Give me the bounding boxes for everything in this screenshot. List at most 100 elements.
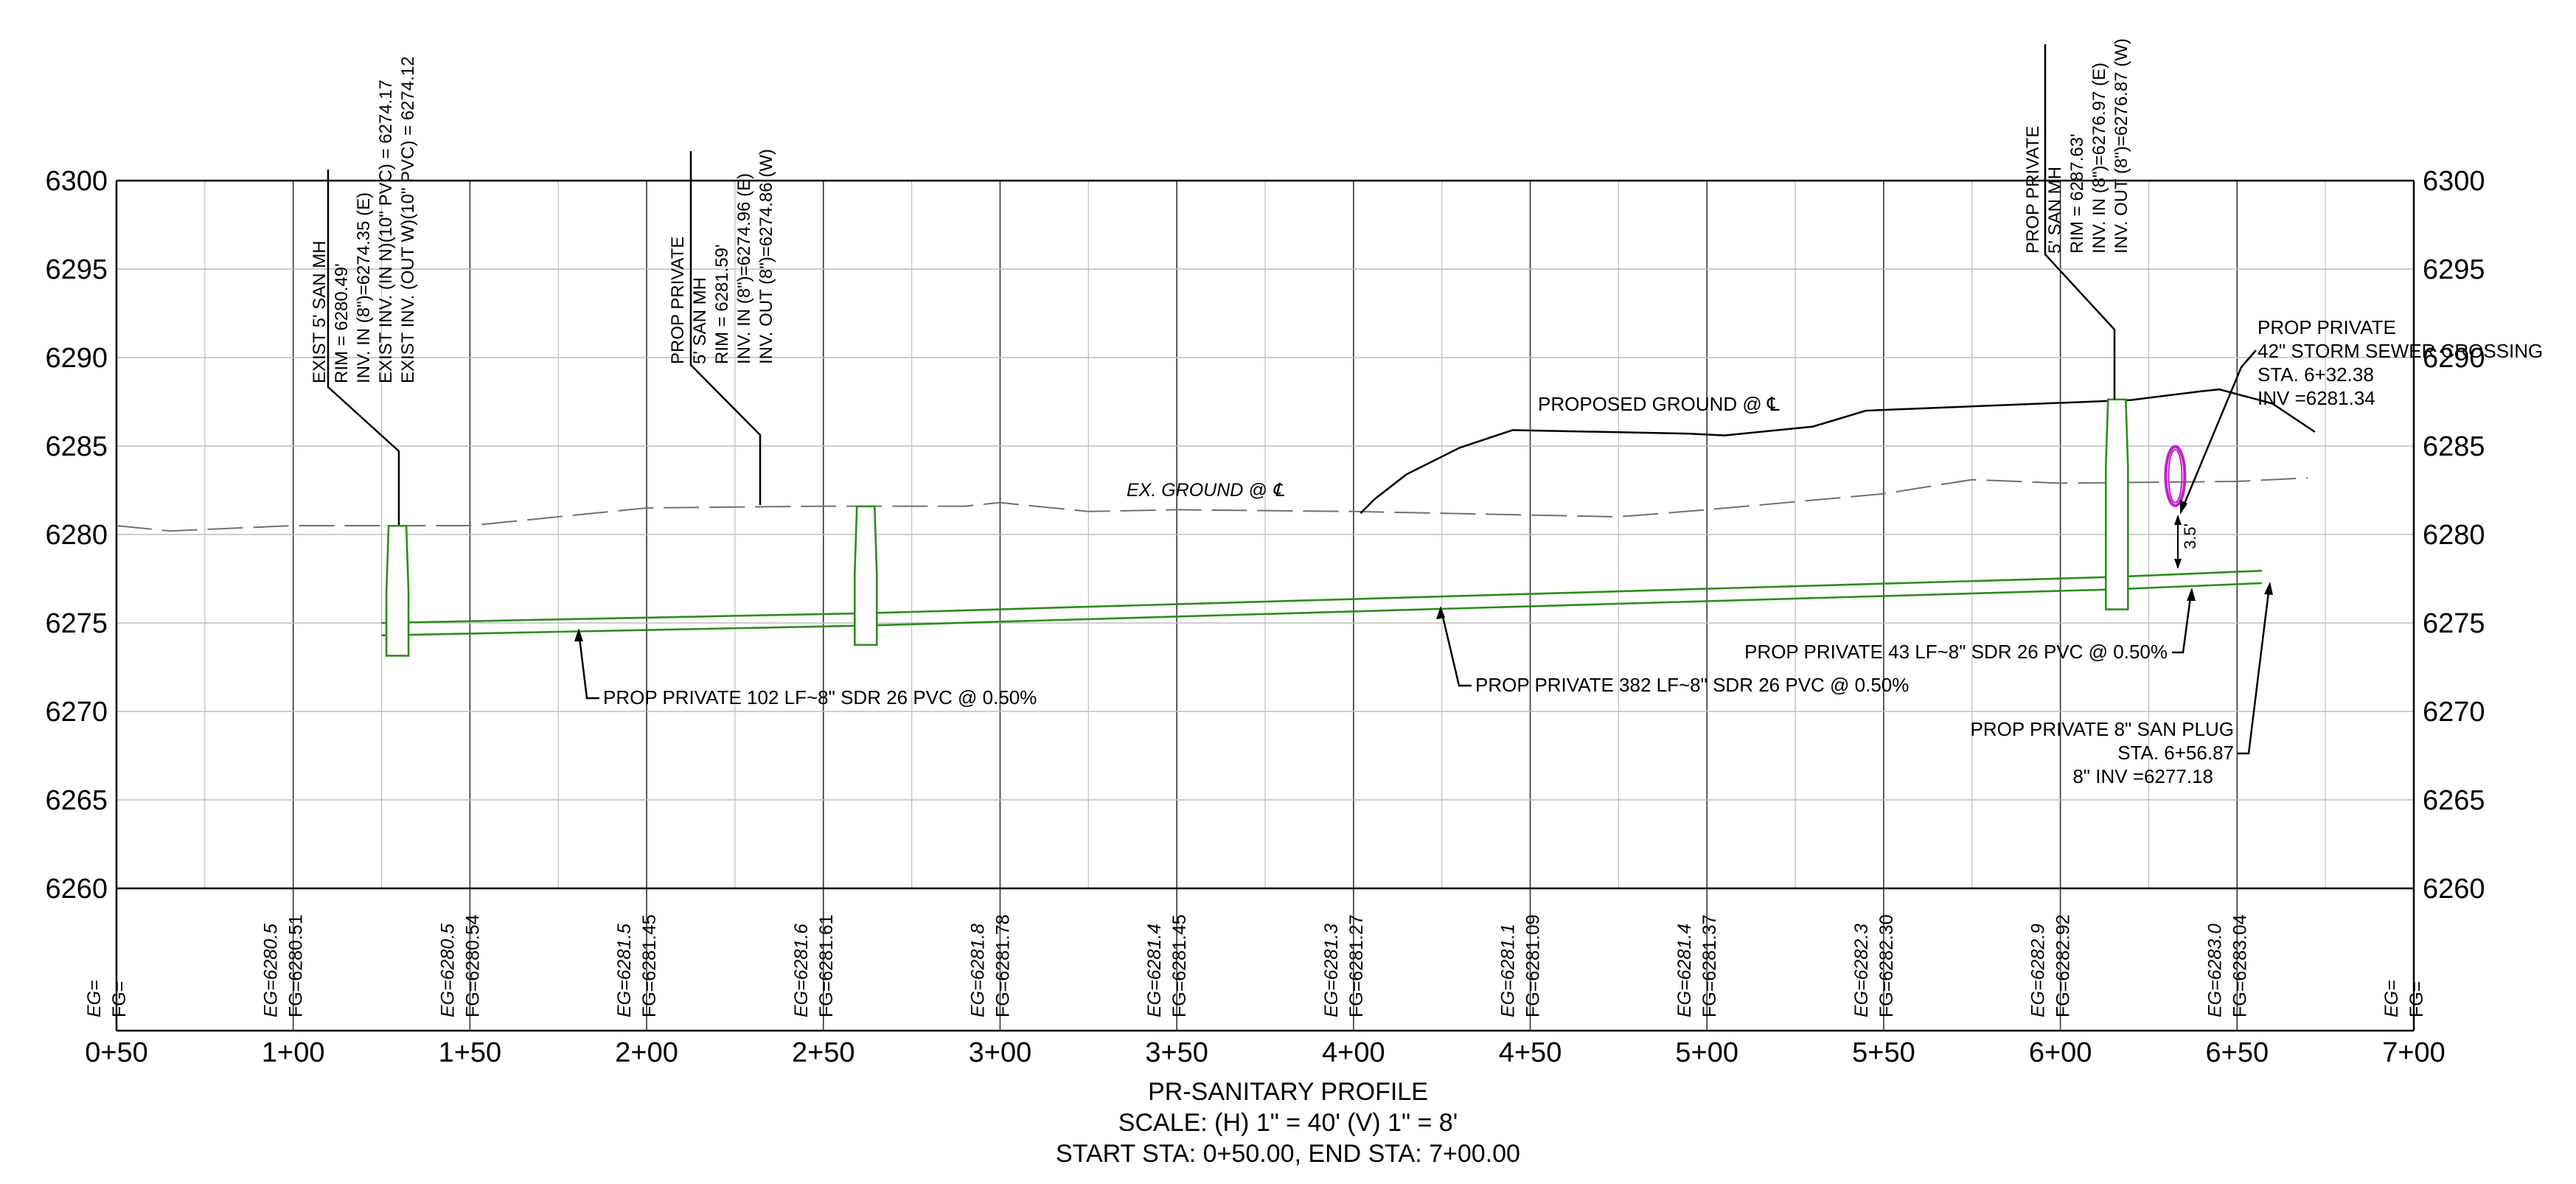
elevation-label-left: 6285 xyxy=(45,431,108,462)
fg-label: FG=6281.45 xyxy=(1169,914,1190,1017)
pipe-bottom xyxy=(381,582,2262,637)
elevation-label-left: 6260 xyxy=(45,874,108,905)
pipe-3-leader xyxy=(2172,591,2193,654)
pipe-1-label: PROP PRIVATE 102 LF~8" SDR 26 PVC @ 0.50… xyxy=(603,686,1037,708)
elevation-label-right: 6295 xyxy=(2423,254,2485,285)
fg-label: FG= xyxy=(109,981,130,1017)
title-block: PR-SANITARY PROFILE SCALE: (H) 1" = 40' … xyxy=(0,1076,2576,1169)
mh-2-line-3: INV. IN (8")=6274.96 (E) xyxy=(734,173,754,364)
fg-label: FG=6281.45 xyxy=(639,914,660,1017)
storm-crossing-inner xyxy=(2168,448,2183,504)
existing-ground-line xyxy=(116,477,2308,532)
mh-1-line-3: EXIST INV. (IN N)(10" PVC) = 6274.17 xyxy=(376,80,396,383)
elevation-label-right: 6275 xyxy=(2423,608,2485,639)
eg-label: EG=6280.5 xyxy=(437,924,458,1017)
fg-label: FG=6281.09 xyxy=(1523,914,1544,1017)
eg-label: EG=6281.6 xyxy=(791,924,812,1017)
mh-2-leader xyxy=(689,151,762,505)
mh-2-line-2: RIM = 6281.59' xyxy=(712,244,732,364)
proposed-ground-line xyxy=(1360,388,2316,515)
profile-stations: START STA: 0+50.00, END STA: 7+00.00 xyxy=(1056,1140,1520,1168)
station-label: 7+00 xyxy=(2382,1037,2446,1068)
mh-1-line-4: EXIST INV. (OUT W)(10" PVC) = 6274.12 xyxy=(398,56,418,383)
manhole-leaders xyxy=(327,44,2116,525)
mh-3-leader xyxy=(2044,44,2116,400)
eg-label: EG=6281.4 xyxy=(1144,924,1165,1017)
storm-leader xyxy=(2181,349,2257,509)
pipe-3-arrow xyxy=(2187,588,2196,601)
clearance-label: 3.5' xyxy=(2181,523,2199,549)
station-label: 2+00 xyxy=(615,1037,678,1068)
clearance-dimension xyxy=(2174,515,2182,569)
mh-1-line-2: INV. IN (8")=6274.35 (E) xyxy=(354,192,374,383)
plug-arrow xyxy=(2264,582,2273,595)
eg-label: EG=6281.1 xyxy=(1498,924,1519,1017)
eg-label: EG= xyxy=(2381,980,2402,1017)
mh-2-line-0: PROP PRIVATE xyxy=(668,237,688,364)
storm-line-3: INV =6281.34 xyxy=(2258,387,2375,409)
pipe-callouts xyxy=(574,349,2273,755)
pipe-1-leader xyxy=(577,631,599,700)
station-label: 4+50 xyxy=(1499,1037,1562,1068)
storm-crossing-outer xyxy=(2164,445,2187,507)
pipe-2-leader xyxy=(1440,610,1472,687)
elevation-label-left: 6265 xyxy=(45,785,108,816)
profile-scale: SCALE: (H) 1" = 40' (V) 1" = 8' xyxy=(1118,1109,1458,1137)
elevation-label-right: 6265 xyxy=(2423,785,2485,816)
station-label: 6+50 xyxy=(2206,1037,2269,1068)
profile-title: PR-SANITARY PROFILE xyxy=(1148,1078,1428,1106)
station-label: 5+00 xyxy=(1675,1037,1738,1068)
existing-ground-label: EX. GROUND @ ℄ xyxy=(1127,480,1285,501)
station-label: 3+00 xyxy=(969,1037,1032,1068)
eg-label: EG=6281.4 xyxy=(1674,924,1695,1017)
elevation-label-right: 6260 xyxy=(2423,874,2485,905)
elevation-label-left: 6280 xyxy=(45,520,108,551)
mh-3-line-4: INV. OUT (8")=6276.87 (W) xyxy=(2112,38,2131,254)
mh-2-annotation: PROP PRIVATE 5' SAN MH RIM = 6281.59' IN… xyxy=(668,149,776,364)
pipe-3-label: PROP PRIVATE 43 LF~8" SDR 26 PVC @ 0.50% xyxy=(1744,641,2168,663)
elevation-label-right: 6270 xyxy=(2423,697,2485,728)
fg-label: FG= xyxy=(2406,981,2427,1017)
eg-label: EG=6281.8 xyxy=(967,924,988,1017)
plug-line-1: STA. 6+56.87 xyxy=(2117,742,2234,764)
elevation-label-left: 6270 xyxy=(45,697,108,728)
eg-label: EG=6282.3 xyxy=(1851,924,1872,1017)
mh-3-annotation: PROP PRIVATE 5' SAN MH RIM = 6287.63' IN… xyxy=(2023,38,2131,254)
elevation-label-left: 6295 xyxy=(45,254,108,285)
mh-3-line-2: RIM = 6287.63' xyxy=(2067,133,2087,254)
storm-line-1: 42" STORM SEWER CROSSING xyxy=(2258,340,2543,362)
elevation-label-right: 6285 xyxy=(2423,431,2485,462)
station-label: 2+50 xyxy=(792,1037,855,1068)
eg-label: EG=6282.9 xyxy=(2028,924,2049,1017)
mh-2-line-4: INV. OUT (8")=6274.86 (W) xyxy=(756,149,776,364)
ground-lines xyxy=(116,388,2316,532)
storm-crossing-note: PROP PRIVATE 42" STORM SEWER CROSSING ST… xyxy=(2258,316,2543,409)
mh-2-line-1: 5' SAN MH xyxy=(690,277,710,364)
fg-label: FG=6283.04 xyxy=(2229,914,2250,1017)
manhole-2-shape xyxy=(854,505,878,647)
station-label: 1+00 xyxy=(262,1037,325,1068)
structures xyxy=(385,398,2187,657)
proposed-ground-label: PROPOSED GROUND @ ℄ xyxy=(1538,393,1780,415)
mh-1-line-1: RIM = 6280.49' xyxy=(332,263,352,383)
elevation-label-left: 6300 xyxy=(45,166,108,197)
storm-line-2: STA. 6+32.38 xyxy=(2258,363,2374,386)
fg-label: FG=6281.78 xyxy=(992,914,1013,1017)
fg-label: FG=6281.27 xyxy=(1346,914,1367,1017)
elevation-label-left: 6275 xyxy=(45,608,108,639)
pipe-1-arrow xyxy=(574,628,583,641)
plug-note: PROP PRIVATE 8" SAN PLUG STA. 6+56.87 8"… xyxy=(1971,718,2234,787)
elevation-label-right: 6290 xyxy=(2423,343,2485,374)
plug-leader xyxy=(2238,585,2271,755)
manhole-1-shape xyxy=(385,524,410,657)
station-label: 3+50 xyxy=(1145,1037,1208,1068)
mh-3-line-1: 5' SAN MH xyxy=(2045,167,2065,254)
fg-label: FG=6282.92 xyxy=(2053,914,2074,1017)
eg-label: EG=6281.3 xyxy=(1321,924,1342,1017)
storm-line-0: PROP PRIVATE xyxy=(2258,316,2396,338)
pipe-2-arrow xyxy=(1436,606,1445,619)
elevation-label-right: 6300 xyxy=(2423,166,2485,197)
station-label: 0+50 xyxy=(85,1037,148,1068)
eg-label: EG=6280.5 xyxy=(261,924,282,1017)
plug-line-2: 8" INV =6277.18 xyxy=(2072,765,2213,787)
